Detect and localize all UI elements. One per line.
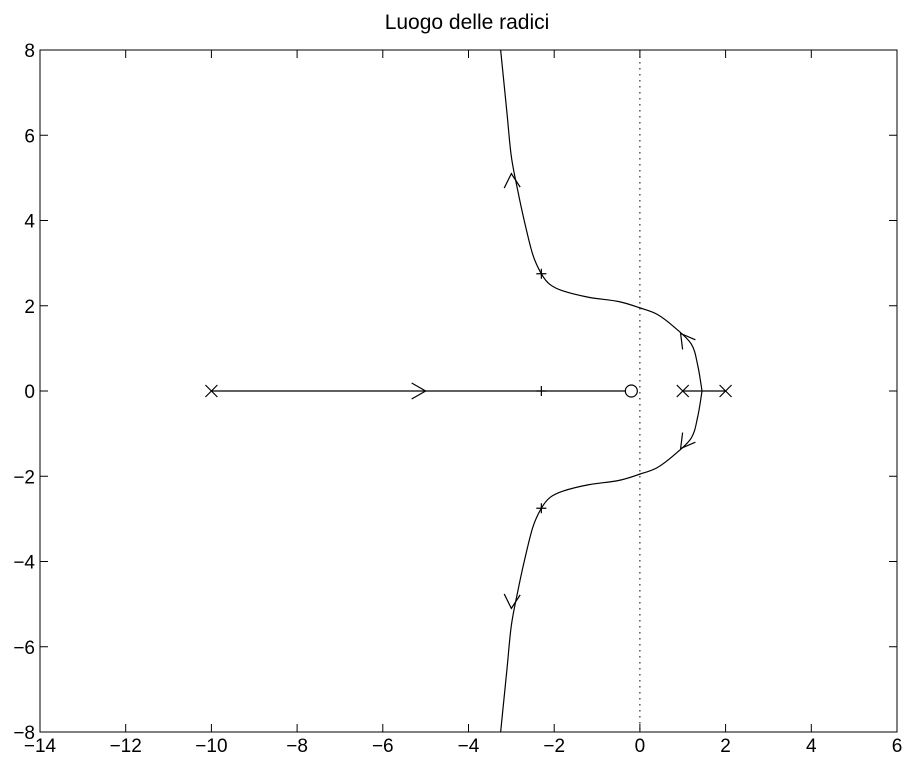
x-tick-label: −12 [110, 736, 142, 757]
x-tick-label: 0 [635, 736, 646, 757]
y-tick-label: −6 [13, 638, 35, 659]
x-tick-label: −8 [286, 736, 308, 757]
direction-arrow [679, 432, 696, 450]
direction-arrow [503, 593, 521, 610]
x-tick-label: −6 [372, 736, 394, 757]
x-tick-label: 2 [720, 736, 731, 757]
y-tick-label: 8 [24, 41, 35, 62]
locus-branch [500, 49, 703, 392]
pole-marker [719, 384, 733, 398]
zero-marker [624, 384, 638, 398]
y-tick-label: −4 [13, 553, 35, 574]
x-tick-label: −4 [458, 736, 480, 757]
chart-title: Luogo delle radici [385, 11, 550, 34]
y-tick-label: 4 [24, 212, 35, 233]
y-tick-label: −8 [13, 723, 35, 744]
gain-marker [536, 268, 547, 279]
gain-marker [536, 503, 547, 514]
pole-marker [676, 384, 690, 398]
x-tick-label: −14 [24, 736, 57, 757]
gain-marker [536, 386, 547, 396]
y-tick-label: 0 [24, 382, 35, 403]
axis-ticks: −14 −12 −10 −8 −6 −4 −2 0 2 4 6 −8 −6 −4 −2 0 2 4 6 8 [13, 41, 902, 757]
x-tick-label: −10 [195, 736, 227, 757]
x-tick-label: −2 [543, 736, 565, 757]
x-tick-label: 6 [892, 736, 903, 757]
direction-arrow [411, 382, 427, 400]
locus-branch [500, 390, 703, 733]
x-tick-label: 4 [806, 736, 817, 757]
y-tick-label: 6 [24, 126, 35, 147]
direction-arrow [503, 172, 521, 189]
plot-area [204, 49, 733, 733]
y-tick-label: −2 [13, 467, 35, 488]
direction-arrow [679, 332, 696, 350]
y-tick-label: 2 [24, 297, 35, 318]
pole-marker [204, 384, 218, 398]
